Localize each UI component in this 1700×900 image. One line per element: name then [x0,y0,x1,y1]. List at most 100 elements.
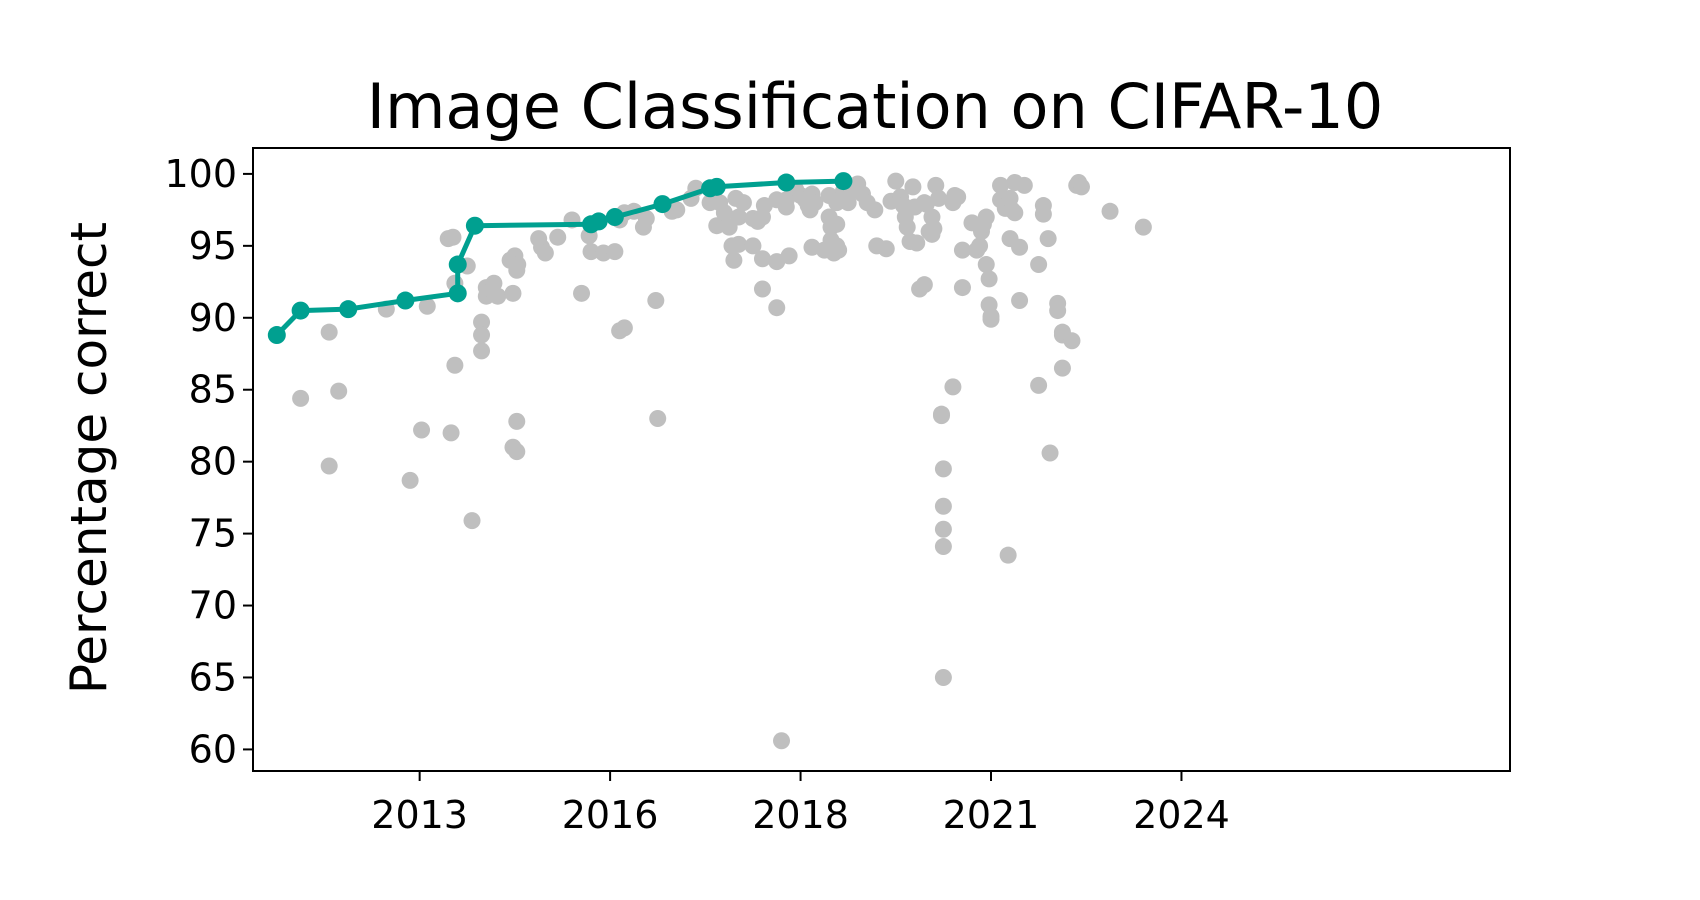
scatter-point [504,284,522,302]
scatter-point [615,319,633,337]
y-tick-label: 75 [189,512,237,556]
scatter-point [780,247,798,265]
scatter-point [446,356,464,374]
x-tick-label: 2021 [943,793,1040,837]
scatter-point [637,210,655,228]
scatter-point [953,279,971,297]
sota-point [339,300,358,319]
scatter-point [953,241,971,259]
scatter-point [768,299,786,317]
scatter-point [320,457,338,475]
scatter-point [649,409,667,427]
scatter-point [508,412,526,430]
scatter-point [949,188,967,206]
sota-point [605,208,624,227]
scatter-point [908,234,926,252]
scatter-point [1134,218,1152,236]
scatter-point [1001,230,1019,248]
scatter-point [753,250,771,268]
scatter-point [292,389,310,407]
scatter-point [442,424,460,442]
x-axis: 2013 2016 2018 2021 2024 [371,771,1230,837]
scatter-point [489,287,507,305]
scatter-point [473,313,491,331]
scatter-point [320,323,338,341]
scatter-point [944,378,962,396]
scatter-point [1072,178,1090,196]
scatter-point [934,520,952,538]
y-axis-label: Percentage correct [60,222,118,694]
scatter-point [401,471,419,489]
scatter-point [839,194,857,212]
x-tick-label: 2013 [371,793,468,837]
scatter-point [753,280,771,298]
scatter-point [1030,376,1048,394]
scatter-point [980,270,998,288]
scatter-point [773,732,791,750]
sota-point [396,291,415,310]
plot-area [267,172,1152,750]
scatter-point [463,512,481,530]
scatter-point [923,225,941,243]
sota-point [267,326,286,345]
sota-point [707,177,726,196]
scatter-point [934,538,952,556]
scatter-point [473,326,491,344]
scatter-point [977,208,995,226]
scatter-point [828,215,846,233]
scatter-point [734,194,752,212]
scatter-point [866,201,884,219]
scatter-point [915,276,933,294]
scatter-point [1049,302,1067,320]
scatter-point [830,241,848,259]
scatter-point [977,256,995,274]
sota-point [448,284,467,303]
scatter-point [730,235,748,253]
x-tick-label: 2018 [752,793,849,837]
y-tick-label: 70 [189,584,237,628]
scatter-point [1053,359,1071,377]
scatter-point [509,256,527,274]
scatter-point [982,307,1000,325]
scatter-point [573,284,591,302]
plot-frame [252,147,1511,772]
x-tick-label: 2024 [1133,793,1230,837]
scatter-point [927,176,945,194]
scatter-point [1063,332,1081,350]
sota-point [834,172,853,191]
scatter-point [418,297,436,315]
sota-point [448,255,467,274]
scatter-point [887,172,905,190]
scatter-point [904,178,922,196]
scatter-point [1101,202,1119,220]
scatter-point [508,443,526,461]
y-tick-label: 95 [189,224,237,268]
scatter-point [549,228,567,246]
y-tick-label: 85 [189,368,237,412]
scatter-point [536,244,554,262]
scatter-point [668,201,686,219]
scatter-point [930,189,948,207]
sota-point [589,212,608,231]
scatter-point [992,176,1010,194]
scatter-point [647,292,665,310]
scatter-point [1041,444,1059,462]
scatter-point [932,407,950,425]
scatter-point [1011,292,1029,310]
scatter-point [934,668,952,686]
scatter-point [708,217,726,235]
y-axis: 60 65 70 75 80 85 90 95 100 [164,152,253,771]
scatter-point [753,208,771,226]
scatter-point [934,497,952,515]
y-tick-label: 100 [164,152,237,196]
scatter-point [473,342,491,360]
scatter-point [934,460,952,478]
scatter-point [1030,256,1048,274]
y-tick-label: 65 [189,655,237,699]
scatter-point [877,240,895,258]
sota-point [465,216,484,235]
scatter-point [725,251,743,269]
chart-title: Image Classification on CIFAR-10 [367,70,1384,143]
sota-point [291,301,310,320]
